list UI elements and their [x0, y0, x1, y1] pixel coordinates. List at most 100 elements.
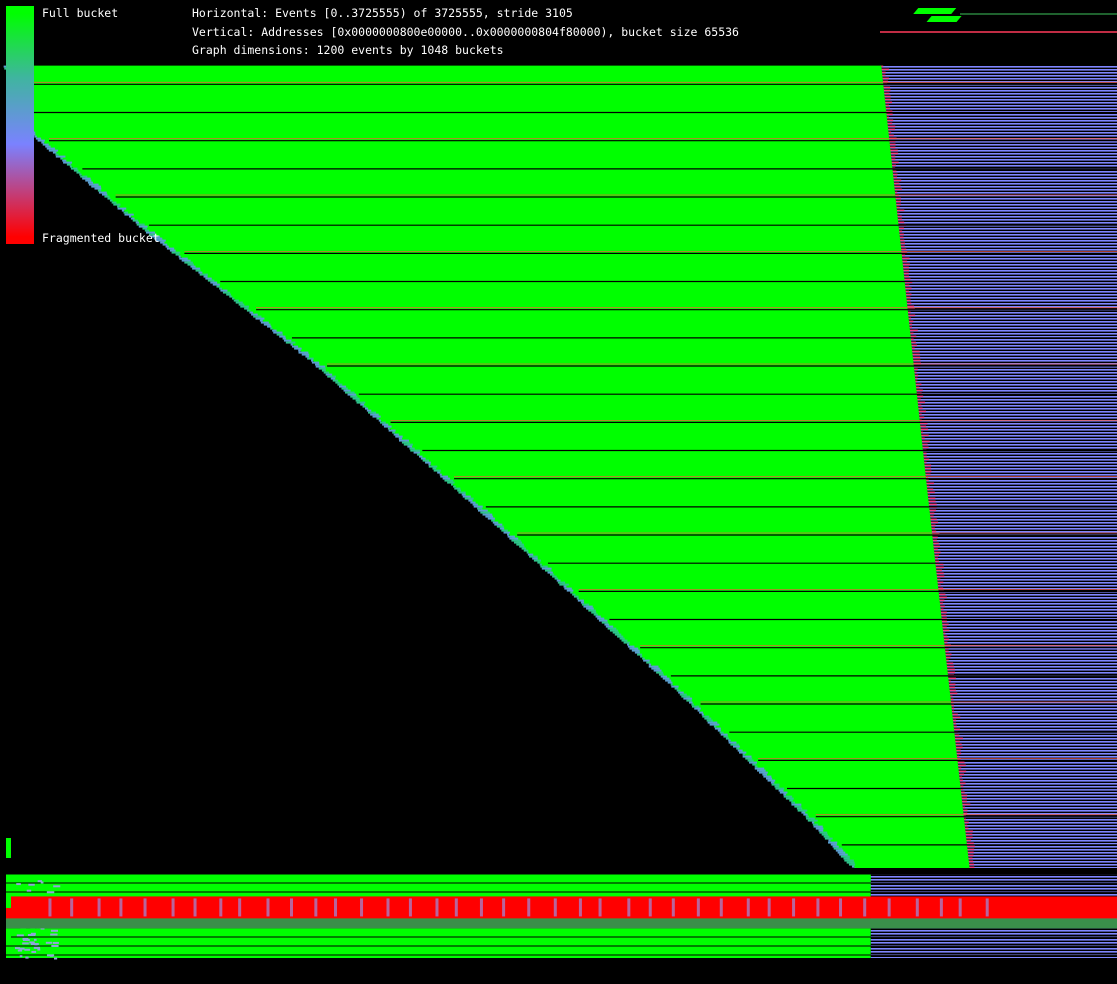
stair-segment [335, 381, 340, 384]
tail-fringe-segment [912, 359, 921, 362]
stair-segment [432, 467, 437, 470]
fragmented-band-mark [816, 898, 820, 917]
tail-fringe-segment [925, 482, 934, 485]
tail-fringe-segment [946, 668, 955, 671]
stair-segment [607, 627, 617, 630]
stair-segment [440, 475, 449, 478]
fragmented-band-mark [985, 898, 989, 917]
tail-fringe-segment [933, 551, 941, 554]
tail-fringe-segment [888, 140, 896, 143]
tail-fringe-segment [926, 491, 935, 494]
stair-segment [55, 153, 59, 156]
stair-segment [175, 253, 180, 256]
stair-segment [66, 163, 72, 166]
low-noise [16, 883, 21, 886]
stair-segment [662, 677, 670, 680]
stair-segment [477, 507, 483, 510]
horizontal-info: Horizontal: Events [0..3725555) of 37255… [192, 6, 573, 20]
tail-fringe-segment [903, 281, 913, 284]
tail-fringe-segment [925, 479, 929, 482]
stair-segment [153, 237, 163, 240]
stair-segment [453, 485, 456, 488]
stair-segment [634, 651, 640, 654]
stair-segment [678, 691, 684, 694]
stair-segment [198, 271, 203, 274]
stair-segment [593, 613, 598, 616]
stair-segment [270, 327, 273, 330]
tail-fringe-segment [950, 704, 954, 707]
tail-fringe-segment [938, 599, 945, 602]
stair-segment [815, 827, 824, 830]
stair-segment [843, 857, 850, 860]
fragmented-band-mark [746, 898, 750, 917]
stair-segment [121, 209, 125, 212]
stair-segment [728, 741, 737, 744]
stair-segment [420, 457, 426, 460]
low-noise [31, 950, 37, 953]
stair-segment [155, 239, 166, 242]
tail-fringe-segment [961, 803, 971, 806]
tail-fringe-segment [956, 758, 961, 761]
tail-fringe-segment [922, 458, 930, 461]
fragmentation-tail [880, 65, 1117, 920]
stair-segment [791, 803, 802, 806]
stair-segment [323, 371, 330, 374]
stair-segment [691, 703, 695, 706]
stair-segment [840, 855, 850, 858]
fragmented-band-mark [627, 898, 631, 917]
fragmented-band-mark [408, 898, 412, 917]
tail-fringe-segment [910, 344, 918, 347]
tail-fringe-segment [954, 746, 963, 749]
tail-fringe-segment [908, 323, 913, 326]
tail-fringe-segment [890, 155, 896, 158]
tail-fringe-segment [893, 185, 901, 188]
stair-segment [350, 395, 358, 398]
stair-segment [794, 805, 802, 808]
stair-segment [169, 249, 176, 252]
tail-fringe-segment [947, 677, 956, 680]
stair-segment [683, 697, 693, 700]
low-noise [50, 933, 58, 936]
stair-segment [828, 839, 831, 842]
stair-segment [733, 745, 740, 748]
stair-segment [791, 801, 796, 804]
tail-fringe-segment [885, 113, 893, 116]
stair-segment [851, 865, 855, 868]
tail-fringe-segment [901, 263, 910, 266]
stair-segment [442, 477, 450, 480]
tail-fringe-segment [920, 440, 930, 443]
stair-segment [409, 447, 415, 450]
tail-fringe-segment [935, 569, 942, 572]
fragmented-band-mark [48, 898, 52, 917]
stair-segment [557, 581, 566, 584]
tail-fringe-segment [883, 95, 891, 98]
stair-segment [747, 759, 754, 762]
tail-fringe-segment [899, 242, 905, 245]
stair-segment [403, 443, 413, 446]
tail-fringe-segment [918, 416, 925, 419]
tail-fringe-segment [914, 377, 918, 380]
stair-segment [364, 407, 369, 410]
tail-fringe-segment [886, 119, 894, 122]
main-green-area [6, 65, 976, 918]
tail-fringe-segment [915, 389, 923, 392]
tail-fringe-segment [934, 560, 940, 563]
tail-fringe-segment [941, 626, 947, 629]
stair-segment [619, 637, 625, 640]
tail-fringe-segment [946, 671, 956, 674]
stair-segment [62, 159, 67, 162]
stair-segment [701, 713, 704, 716]
tail-fringe-segment [894, 200, 901, 203]
fragmented-band-mark [219, 898, 223, 917]
stair-segment [337, 383, 343, 386]
stair-segment [130, 217, 135, 220]
tail-fringe-segment [913, 374, 919, 377]
tail-fringe-segment [899, 245, 905, 248]
stair-segment [573, 595, 579, 598]
tail-fringe-segment [893, 191, 898, 194]
tail-fringe-segment [890, 158, 896, 161]
stair-segment [552, 575, 557, 578]
tail-fringe-segment [953, 734, 960, 737]
stair-segment [192, 267, 201, 270]
stair-segment [559, 583, 569, 586]
